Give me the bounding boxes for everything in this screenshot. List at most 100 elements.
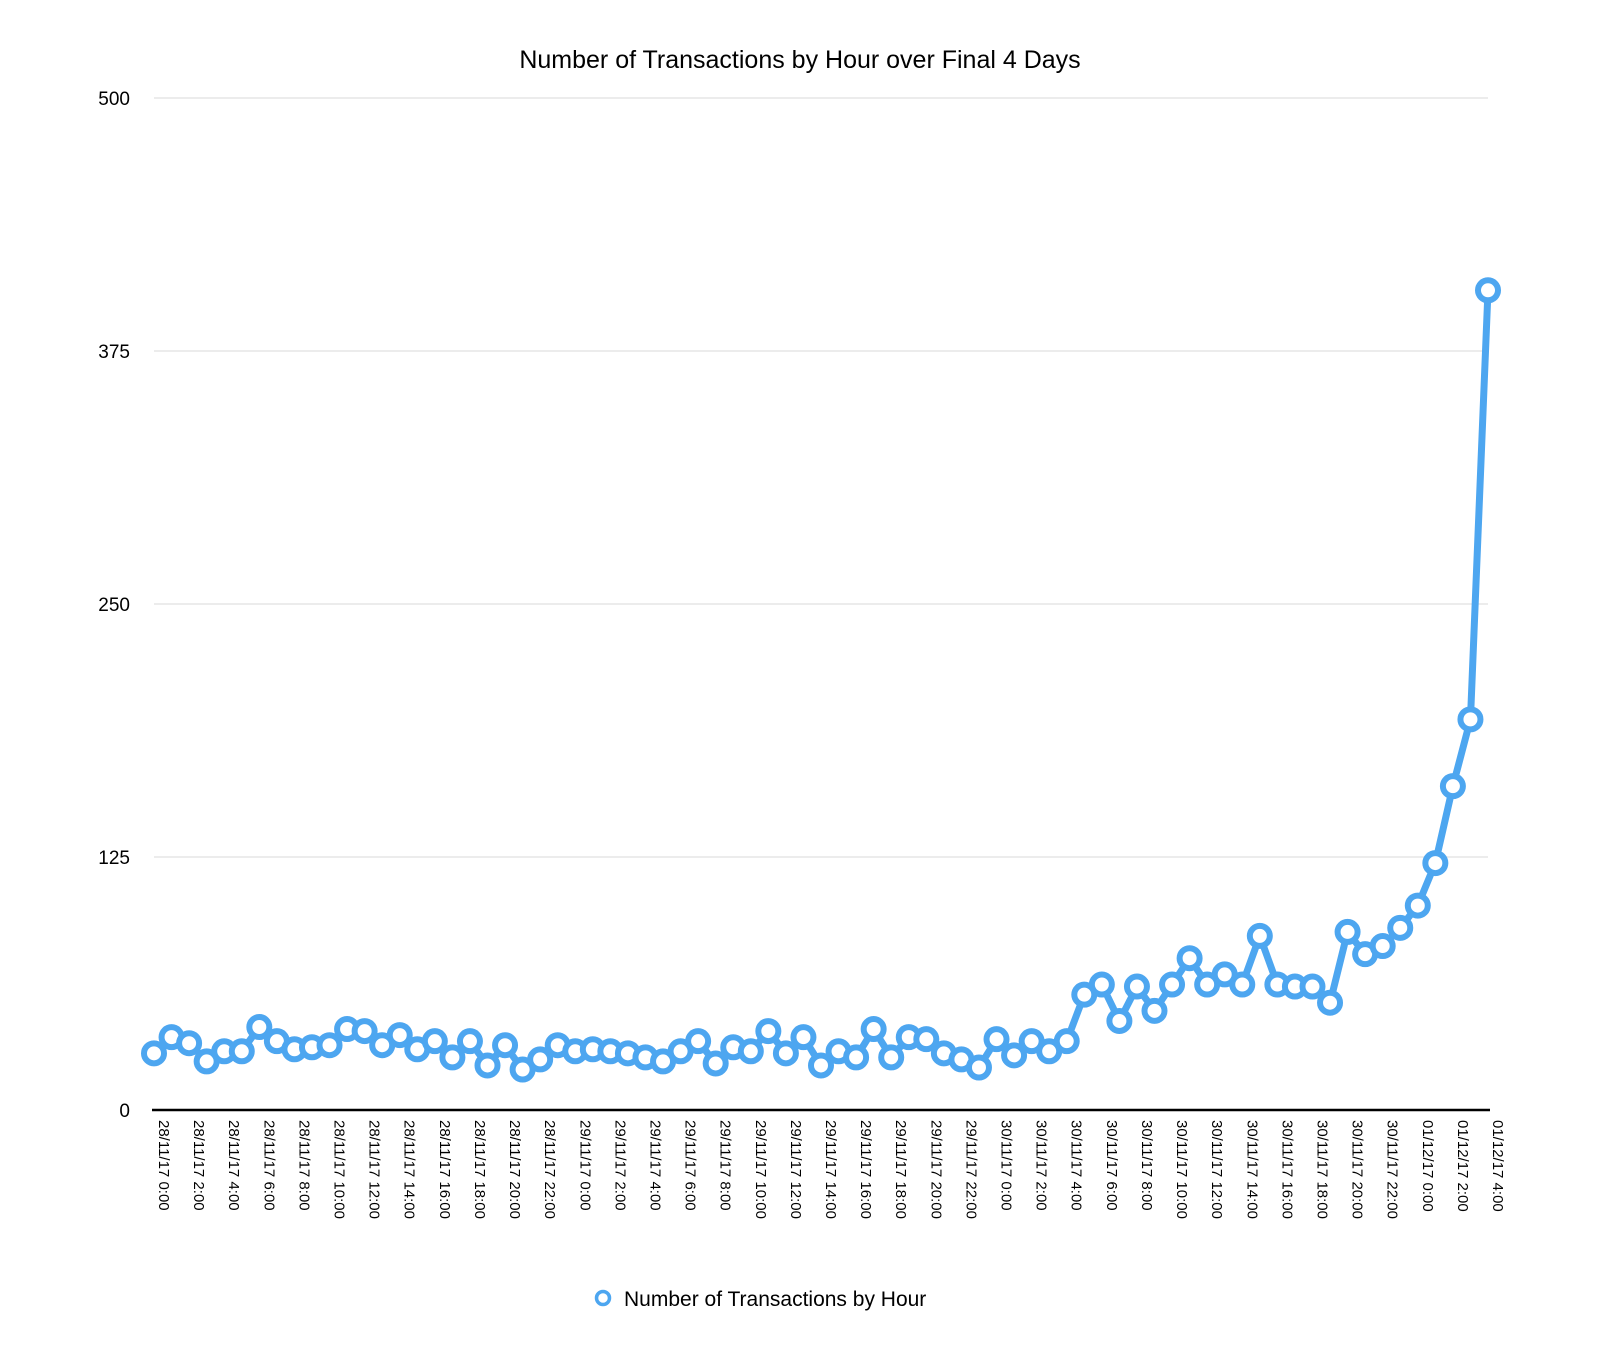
x-tick-label: 30/11/17 12:00 xyxy=(1208,1120,1225,1219)
x-tick-label: 29/11/17 14:00 xyxy=(822,1120,839,1219)
x-tick-label: 30/11/17 18:00 xyxy=(1313,1120,1330,1219)
data-point xyxy=(702,1050,729,1077)
data-point xyxy=(878,1044,905,1071)
data-point xyxy=(1053,1028,1080,1055)
data-point xyxy=(790,1024,817,1051)
x-tick-label: 30/11/17 6:00 xyxy=(1103,1120,1120,1211)
x-tick-label: 30/11/17 10:00 xyxy=(1173,1120,1190,1219)
data-point xyxy=(1176,945,1203,972)
data-point xyxy=(141,1040,167,1067)
data-point xyxy=(351,1018,378,1045)
data-point xyxy=(1246,922,1273,949)
data-point xyxy=(1001,1042,1028,1069)
x-tick-label: 01/12/17 0:00 xyxy=(1419,1120,1436,1212)
data-point xyxy=(1387,914,1414,941)
data-point xyxy=(755,1018,782,1045)
data-point xyxy=(808,1052,834,1079)
data-point xyxy=(456,1028,483,1055)
x-tick-label: 28/11/17 12:00 xyxy=(366,1120,383,1219)
data-point xyxy=(843,1044,870,1071)
x-tick-label: 28/11/17 18:00 xyxy=(471,1120,488,1219)
x-tick-label: 29/11/17 2:00 xyxy=(611,1120,628,1211)
y-tick-label: 0 xyxy=(119,1101,130,1122)
x-tick-label: 01/12/17 2:00 xyxy=(1454,1120,1471,1212)
x-tick-label: 28/11/17 16:00 xyxy=(436,1120,453,1219)
data-point xyxy=(1457,706,1484,733)
x-tick-label: 29/11/17 4:00 xyxy=(646,1120,663,1211)
y-tick-label: 250 xyxy=(98,595,130,616)
x-tick-label: 01/12/17 4:00 xyxy=(1489,1120,1506,1212)
data-points xyxy=(141,277,1501,1083)
data-point xyxy=(1123,973,1150,1000)
x-tick-label: 28/11/17 22:00 xyxy=(541,1120,558,1219)
y-axis-ticks: 0 125 250 375 500 xyxy=(98,89,130,1122)
data-point xyxy=(1088,971,1115,998)
x-tick-label: 30/11/17 22:00 xyxy=(1384,1120,1401,1219)
x-tick-label: 29/11/17 20:00 xyxy=(927,1120,944,1219)
x-tick-label: 29/11/17 18:00 xyxy=(892,1120,909,1219)
data-point xyxy=(176,1030,203,1057)
data-point xyxy=(685,1028,712,1055)
x-tick-label: 28/11/17 8:00 xyxy=(295,1120,312,1211)
x-tick-label: 28/11/17 4:00 xyxy=(225,1120,242,1211)
data-point xyxy=(1334,918,1361,945)
data-point xyxy=(474,1052,501,1079)
x-tick-label: 29/11/17 12:00 xyxy=(787,1120,804,1219)
x-tick-label: 29/11/17 22:00 xyxy=(962,1120,979,1219)
data-point xyxy=(1299,973,1326,1000)
series-line xyxy=(150,286,1492,1074)
x-tick-label: 30/11/17 4:00 xyxy=(1068,1120,1085,1211)
data-point xyxy=(983,1026,1010,1053)
data-point xyxy=(1369,933,1396,960)
data-point xyxy=(421,1028,448,1055)
data-point xyxy=(527,1046,554,1073)
x-tick-label: 30/11/17 14:00 xyxy=(1243,1120,1260,1219)
x-tick-label: 30/11/17 0:00 xyxy=(998,1120,1015,1211)
x-tick-label: 30/11/17 8:00 xyxy=(1138,1120,1155,1211)
y-tick-label: 500 xyxy=(98,89,130,110)
data-point xyxy=(386,1022,413,1049)
data-point xyxy=(913,1026,940,1053)
x-tick-label: 30/11/17 2:00 xyxy=(1033,1120,1050,1211)
x-tick-label: 28/11/17 10:00 xyxy=(331,1120,348,1219)
data-point xyxy=(1141,997,1168,1024)
x-tick-label: 28/11/17 0:00 xyxy=(155,1120,172,1211)
y-tick-label: 375 xyxy=(98,342,130,363)
data-point xyxy=(1439,773,1466,800)
legend: Number of Transactions by Hour xyxy=(594,1288,926,1311)
data-point xyxy=(860,1016,887,1043)
data-point xyxy=(1159,971,1186,998)
data-point xyxy=(737,1038,764,1065)
data-point xyxy=(1106,1007,1133,1034)
data-point xyxy=(1422,850,1449,877)
data-point xyxy=(316,1032,343,1059)
x-tick-label: 29/11/17 0:00 xyxy=(576,1120,593,1211)
x-tick-label: 29/11/17 10:00 xyxy=(752,1120,769,1219)
x-tick-label: 28/11/17 20:00 xyxy=(506,1120,523,1219)
x-tick-label: 28/11/17 14:00 xyxy=(401,1120,418,1219)
x-tick-label: 28/11/17 6:00 xyxy=(260,1120,277,1211)
y-tick-label: 125 xyxy=(98,848,130,869)
data-point xyxy=(228,1038,255,1065)
x-tick-label: 30/11/17 16:00 xyxy=(1278,1120,1295,1219)
x-tick-label: 30/11/17 20:00 xyxy=(1349,1120,1366,1219)
data-point xyxy=(439,1044,466,1071)
data-point xyxy=(965,1054,992,1081)
data-point xyxy=(1404,892,1431,919)
data-point xyxy=(492,1032,519,1059)
legend-marker-icon xyxy=(594,1289,612,1307)
data-point xyxy=(1475,277,1501,304)
x-tick-label: 28/11/17 2:00 xyxy=(190,1120,207,1211)
data-point xyxy=(772,1040,799,1067)
data-point xyxy=(246,1014,273,1041)
x-tick-label: 29/11/17 16:00 xyxy=(857,1120,874,1219)
legend-label: Number of Transactions by Hour xyxy=(624,1288,926,1311)
data-point xyxy=(1229,971,1256,998)
chart-title: Number of Transactions by Hour over Fina… xyxy=(519,46,1080,74)
x-tick-label: 29/11/17 8:00 xyxy=(717,1120,734,1211)
x-axis-ticks: 28/11/17 0:00 28/11/17 2:00 28/11/17 4:00 2… xyxy=(155,1120,1506,1219)
x-tick-label: 29/11/17 6:00 xyxy=(682,1120,699,1211)
data-point xyxy=(1317,989,1344,1016)
